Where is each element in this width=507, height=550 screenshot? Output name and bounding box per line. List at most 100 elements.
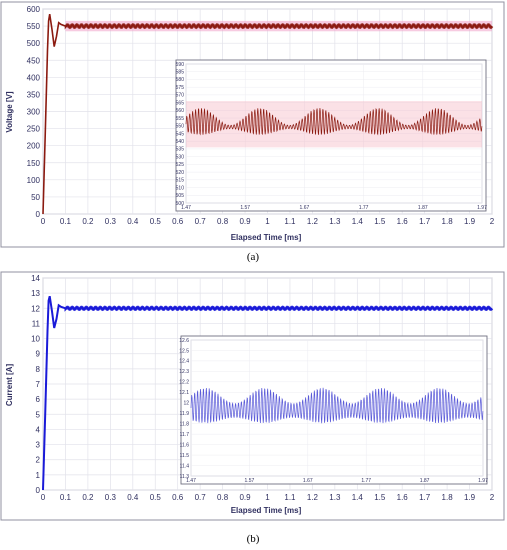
x-tick-label: 0.9 bbox=[239, 493, 251, 502]
current-y-axis-title: Current [A] bbox=[5, 364, 14, 407]
x-tick-label: 0.8 bbox=[217, 493, 229, 502]
x-tick-label: 0.2 bbox=[82, 217, 94, 226]
inset-x-tick-label: 1.87 bbox=[420, 478, 430, 484]
y-tick-label: 13 bbox=[31, 289, 40, 298]
y-tick-label: 550 bbox=[27, 22, 41, 31]
x-tick-label: 0.6 bbox=[172, 493, 184, 502]
x-tick-label: 0.6 bbox=[172, 217, 184, 226]
x-tick-label: 0.7 bbox=[195, 217, 207, 226]
x-tick-label: 1.9 bbox=[464, 493, 476, 502]
inset-x-tick-label: 1.97 bbox=[478, 478, 488, 484]
inset-y-tick-label: 12.4 bbox=[179, 359, 189, 365]
inset-y-tick-label: 540 bbox=[176, 139, 185, 145]
x-tick-label: 0.2 bbox=[82, 493, 94, 502]
y-tick-label: 2 bbox=[36, 456, 41, 465]
voltage-y-axis-title: Voltage [V] bbox=[5, 91, 14, 133]
inset-x-tick-label: 1.47 bbox=[181, 205, 191, 211]
x-tick-label: 1.4 bbox=[352, 493, 364, 502]
inset-y-tick-label: 545 bbox=[176, 131, 185, 137]
inset-y-tick-label: 525 bbox=[176, 162, 185, 168]
y-tick-label: 14 bbox=[31, 274, 40, 283]
y-tick-label: 200 bbox=[27, 142, 41, 151]
inset-x-tick-label: 1.77 bbox=[361, 478, 371, 484]
inset-y-tick-label: 530 bbox=[176, 154, 185, 160]
caption-b: (b) bbox=[247, 533, 260, 545]
inset-x-tick-label: 1.67 bbox=[300, 205, 310, 211]
x-tick-label: 0.8 bbox=[217, 217, 229, 226]
x-tick-label: 0.5 bbox=[150, 217, 162, 226]
y-tick-label: 3 bbox=[36, 441, 41, 450]
x-tick-label: 1.8 bbox=[442, 217, 454, 226]
y-tick-label: 12 bbox=[31, 304, 40, 313]
inset-y-tick-label: 11.9 bbox=[180, 411, 190, 417]
inset-waveform-line bbox=[190, 387, 484, 424]
x-tick-label: 1.4 bbox=[352, 217, 364, 226]
x-tick-label: 1.3 bbox=[329, 493, 341, 502]
x-tick-label: 0 bbox=[41, 493, 46, 502]
y-tick-label: 6 bbox=[36, 395, 41, 404]
y-tick-label: 100 bbox=[27, 176, 41, 185]
inset-y-tick-label: 12.3 bbox=[179, 369, 189, 375]
inset-y-tick-label: 575 bbox=[176, 85, 185, 91]
inset-y-tick-label: 510 bbox=[176, 185, 185, 191]
inset-y-tick-label: 565 bbox=[176, 100, 185, 106]
y-tick-label: 450 bbox=[27, 56, 41, 65]
inset-y-tick-label: 11.3 bbox=[180, 474, 190, 480]
inset-x-tick-label: 1.77 bbox=[359, 205, 369, 211]
inset-x-tick-label: 1.57 bbox=[245, 478, 255, 484]
inset-y-tick-label: 11.6 bbox=[180, 442, 190, 448]
inset-y-tick-label: 560 bbox=[176, 108, 185, 114]
inset-y-tick-label: 12.1 bbox=[179, 390, 189, 396]
inset-y-tick-label: 585 bbox=[176, 70, 185, 76]
inset-y-tick-label: 550 bbox=[176, 124, 185, 130]
y-tick-label: 8 bbox=[36, 365, 41, 374]
inset-x-tick-label: 1.87 bbox=[418, 205, 428, 211]
y-tick-label: 0 bbox=[36, 210, 41, 219]
y-tick-label: 500 bbox=[27, 39, 41, 48]
inset-x-tick-label: 1.57 bbox=[240, 205, 250, 211]
caption-a: (a) bbox=[247, 251, 260, 263]
x-tick-label: 0 bbox=[41, 217, 46, 226]
inset-y-tick-label: 11.7 bbox=[180, 432, 190, 438]
y-tick-label: 600 bbox=[27, 5, 41, 14]
y-tick-label: 4 bbox=[36, 425, 41, 434]
y-tick-label: 10 bbox=[31, 335, 40, 344]
inset-y-tick-label: 500 bbox=[176, 201, 185, 207]
x-tick-label: 0.1 bbox=[60, 217, 72, 226]
x-tick-label: 1.2 bbox=[307, 217, 319, 226]
x-tick-label: 1.5 bbox=[374, 493, 386, 502]
x-tick-label: 1.6 bbox=[397, 217, 409, 226]
steady-state-line bbox=[64, 305, 494, 312]
inset-y-tick-label: 570 bbox=[176, 93, 185, 99]
x-tick-label: 1.7 bbox=[419, 493, 431, 502]
x-tick-label: 1.5 bbox=[374, 217, 386, 226]
y-tick-label: 9 bbox=[36, 350, 41, 359]
x-tick-label: 1.9 bbox=[464, 217, 476, 226]
inset-y-tick-label: 555 bbox=[176, 116, 185, 122]
y-tick-label: 1 bbox=[36, 471, 41, 480]
inset-y-tick-label: 11.8 bbox=[180, 421, 190, 427]
y-tick-label: 5 bbox=[36, 410, 41, 419]
x-tick-label: 0.7 bbox=[195, 493, 207, 502]
x-tick-label: 1.3 bbox=[329, 217, 341, 226]
inset-x-tick-label: 1.67 bbox=[303, 478, 313, 484]
x-tick-label: 1 bbox=[265, 493, 270, 502]
x-tick-label: 0.5 bbox=[150, 493, 162, 502]
voltage-x-axis-title: Elapsed Time [ms] bbox=[231, 233, 302, 242]
inset-y-tick-label: 590 bbox=[176, 62, 185, 68]
y-tick-label: 400 bbox=[27, 73, 41, 82]
steady-state-line bbox=[64, 23, 494, 30]
x-tick-label: 0.3 bbox=[105, 217, 117, 226]
current-x-axis-title: Elapsed Time [ms] bbox=[231, 506, 302, 515]
inset-y-tick-label: 535 bbox=[176, 147, 185, 153]
inset-y-tick-label: 12 bbox=[183, 401, 189, 407]
x-tick-label: 0.4 bbox=[127, 217, 139, 226]
x-tick-label: 0.3 bbox=[105, 493, 117, 502]
inset-y-tick-label: 12.2 bbox=[179, 380, 189, 386]
x-tick-label: 1.1 bbox=[284, 493, 296, 502]
voltage-chart: Voltage [V] Elapsed Time [ms] 0 0.1 0.2 0.3… bbox=[0, 1, 505, 248]
x-tick-label: 1 bbox=[265, 217, 270, 226]
y-tick-label: 300 bbox=[27, 108, 41, 117]
current-chart: Current [A] Elapsed Time [ms] 0 0.1 0.2 0.3… bbox=[0, 271, 505, 521]
